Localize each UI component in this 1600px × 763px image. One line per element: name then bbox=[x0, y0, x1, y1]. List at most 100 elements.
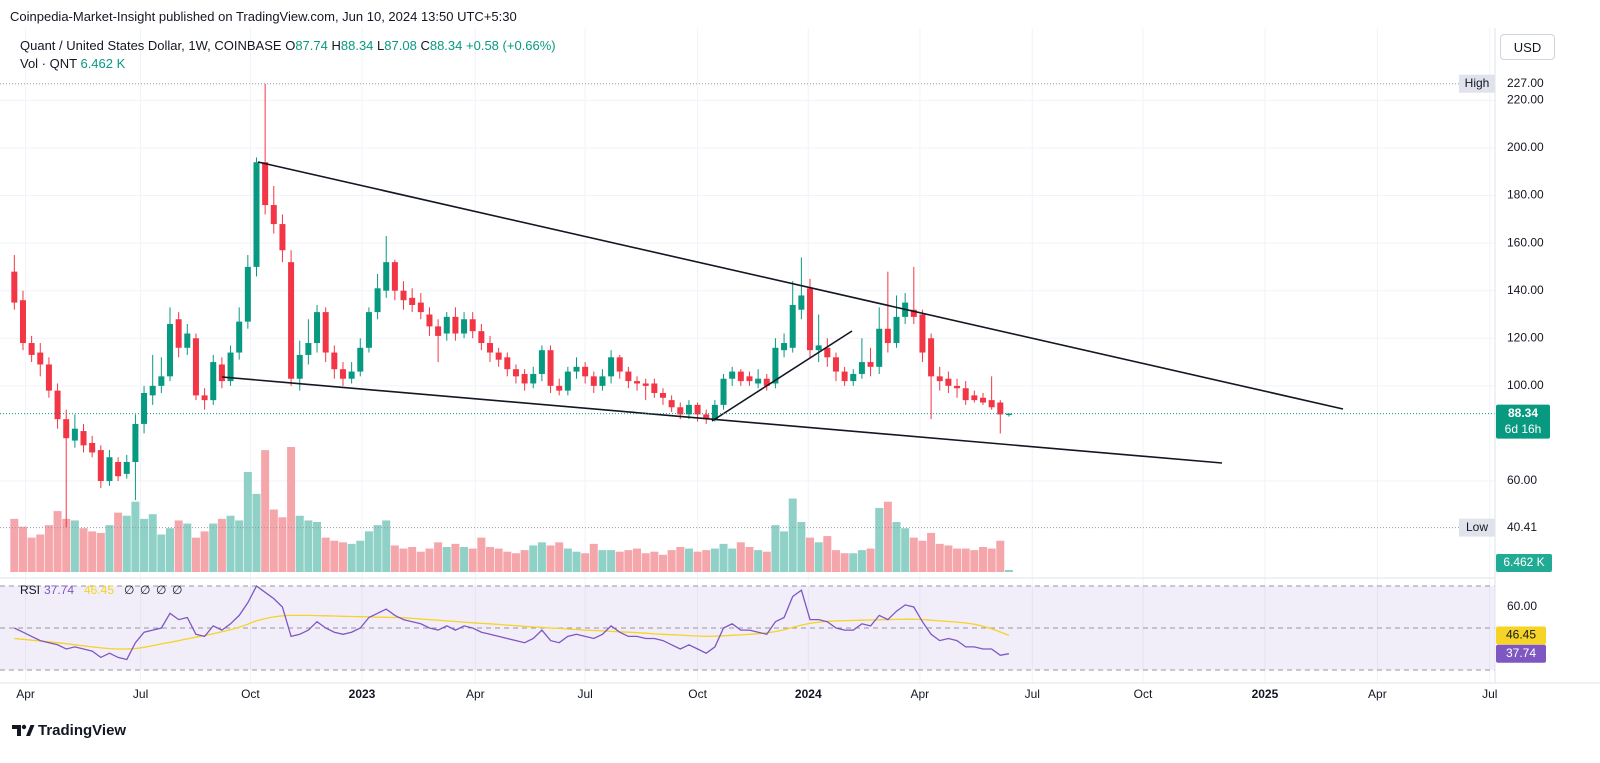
volume-bar bbox=[148, 514, 157, 572]
candle-body bbox=[815, 345, 822, 351]
candle-body bbox=[997, 402, 1004, 415]
candle-body bbox=[11, 271, 18, 303]
rsi-ma-tag bbox=[1496, 626, 1546, 645]
volume-bar bbox=[27, 537, 36, 572]
candle-body bbox=[89, 442, 96, 453]
volume-bar bbox=[529, 545, 538, 572]
volume-bar bbox=[909, 537, 918, 572]
candle-body bbox=[573, 366, 580, 372]
candle-body bbox=[71, 428, 78, 441]
volume-bar bbox=[710, 548, 719, 572]
x-tick-label: Jul bbox=[133, 687, 148, 701]
candle-body bbox=[201, 395, 208, 401]
candle-body bbox=[383, 262, 390, 291]
candle-body bbox=[556, 385, 563, 391]
y-tick-label: 100.00 bbox=[1507, 378, 1544, 392]
candle-body bbox=[374, 288, 381, 313]
candle-body bbox=[504, 357, 511, 370]
rsi-panel bbox=[0, 585, 1495, 671]
candle-body bbox=[763, 378, 770, 386]
candle-body bbox=[971, 395, 978, 401]
volume-bar bbox=[676, 547, 685, 572]
volume-bar bbox=[122, 515, 131, 572]
candle-body bbox=[876, 328, 883, 367]
volume-title: Vol · QNT bbox=[20, 56, 77, 71]
volume-bar bbox=[719, 543, 728, 572]
volume-bar bbox=[36, 534, 45, 572]
volume-bar bbox=[814, 542, 823, 572]
x-tick-label: Jul bbox=[577, 687, 592, 701]
volume-bar bbox=[615, 551, 624, 572]
candle-body bbox=[305, 343, 312, 355]
candle-body bbox=[530, 373, 537, 384]
candle-body bbox=[175, 319, 182, 348]
volume-bar bbox=[633, 548, 642, 572]
volume-bar bbox=[935, 543, 944, 572]
candle-body bbox=[452, 316, 459, 334]
x-tick-label: Apr bbox=[16, 687, 35, 701]
upper-trendline bbox=[257, 161, 1344, 410]
candle-body bbox=[582, 366, 589, 377]
candle-body bbox=[141, 392, 148, 424]
candle-body bbox=[288, 262, 295, 379]
extreme-value: 40.41 bbox=[1507, 520, 1537, 534]
y-tick-label: 160.00 bbox=[1507, 235, 1544, 249]
candle-body bbox=[988, 400, 995, 408]
candle-body bbox=[391, 262, 398, 291]
extreme-name: Low bbox=[1466, 520, 1488, 534]
volume-bar bbox=[944, 545, 953, 572]
y-tick-label: 200.00 bbox=[1507, 140, 1544, 154]
x-tick-label: 2023 bbox=[349, 687, 376, 701]
volume-bar bbox=[693, 551, 702, 572]
candle-body bbox=[832, 357, 839, 372]
rsi-legend-extra: ∅ bbox=[172, 583, 182, 597]
volume-bar bbox=[581, 553, 590, 572]
x-tick-label: 2024 bbox=[795, 687, 822, 701]
candle-body bbox=[236, 321, 243, 353]
volume-bar bbox=[892, 522, 901, 572]
volume-bar bbox=[953, 548, 962, 572]
volume-bar bbox=[823, 536, 832, 572]
candle-body bbox=[97, 450, 104, 482]
volume-bar bbox=[486, 547, 495, 572]
candle-body bbox=[807, 288, 814, 351]
volume-bar bbox=[987, 548, 996, 572]
grid-layer bbox=[0, 28, 1495, 683]
candle-body bbox=[659, 392, 666, 398]
volume-bar bbox=[762, 551, 771, 572]
candle-body bbox=[668, 400, 675, 408]
volume-bar bbox=[321, 537, 330, 572]
rsi-tick-label: 60.00 bbox=[1507, 599, 1537, 613]
candle-body bbox=[547, 350, 554, 386]
candle-body bbox=[893, 316, 900, 344]
candle-body bbox=[858, 362, 865, 374]
y-tick-label: 180.00 bbox=[1507, 188, 1544, 202]
volume-bar bbox=[961, 548, 970, 572]
x-tick-label: Oct bbox=[688, 687, 707, 701]
candle-body bbox=[590, 376, 597, 386]
volume-bar bbox=[589, 543, 598, 572]
volume-bar bbox=[53, 511, 62, 572]
x-tick-label: Apr bbox=[911, 687, 930, 701]
volume-bar bbox=[18, 526, 27, 572]
volume-bar bbox=[468, 548, 477, 572]
volume-bar bbox=[191, 537, 200, 572]
extreme-value: 227.00 bbox=[1507, 76, 1544, 90]
candle-body bbox=[850, 373, 857, 382]
rsi-legend-name: RSI bbox=[20, 583, 40, 597]
candle-body bbox=[979, 397, 986, 403]
candle-body bbox=[426, 314, 433, 327]
volume-bar bbox=[166, 528, 175, 572]
ohlc-h-label: H bbox=[331, 38, 341, 53]
candle-body bbox=[962, 388, 969, 401]
y-tick-label: 120.00 bbox=[1507, 330, 1544, 344]
currency-button[interactable]: USD bbox=[1500, 34, 1555, 60]
volume-bar bbox=[503, 551, 512, 572]
candle-body bbox=[634, 381, 641, 384]
candle-body bbox=[296, 354, 303, 379]
volume-bar bbox=[425, 548, 434, 572]
countdown-label: 6d 16h bbox=[1505, 422, 1542, 436]
volume-bar bbox=[252, 493, 261, 572]
volume-bar bbox=[1004, 569, 1013, 572]
